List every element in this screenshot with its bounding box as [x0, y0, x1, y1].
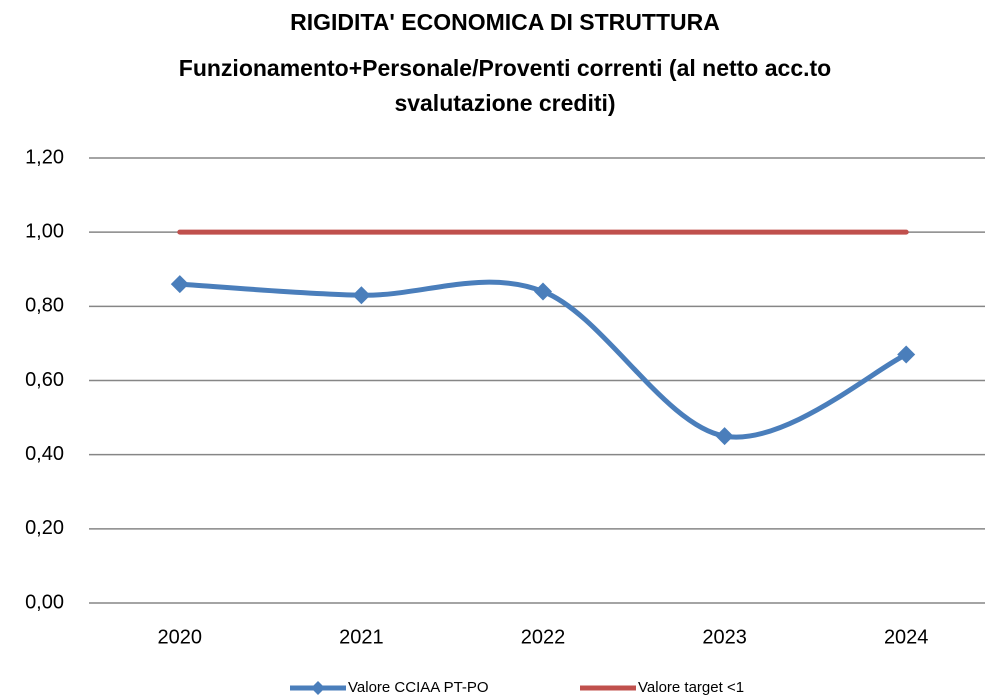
marker [170, 275, 189, 294]
marker [352, 286, 371, 305]
series-line [177, 279, 909, 440]
marker [897, 345, 916, 364]
legend-marker [311, 681, 325, 695]
chart-subtitle: Funzionamento+Personale/Proventi corrent… [179, 55, 831, 81]
chart-title: RIGIDITA' ECONOMICA DI STRUTTURA [290, 9, 720, 35]
legend-label: Valore CCIAA PT-PO [348, 679, 489, 696]
y-tick-label: 1,20 [25, 146, 64, 168]
y-tick-label: 0,80 [25, 295, 64, 317]
marker [715, 427, 734, 446]
x-tick-label: 2021 [339, 626, 384, 648]
legend-label: Valore target <1 [638, 679, 744, 696]
y-tick-label: 0,60 [25, 369, 64, 391]
y-tick-label: 0,20 [25, 517, 64, 539]
y-tick-label: 0,40 [25, 443, 64, 465]
x-tick-label: 2022 [521, 626, 566, 648]
y-tick-label: 1,00 [25, 220, 64, 242]
chart-subtitle: svalutazione crediti) [394, 90, 615, 116]
x-tick-label: 2024 [884, 626, 929, 648]
x-tick-label: 2023 [702, 626, 747, 648]
marker [534, 282, 552, 301]
y-tick-label: 0,00 [25, 591, 64, 613]
x-tick-label: 2020 [158, 626, 203, 648]
